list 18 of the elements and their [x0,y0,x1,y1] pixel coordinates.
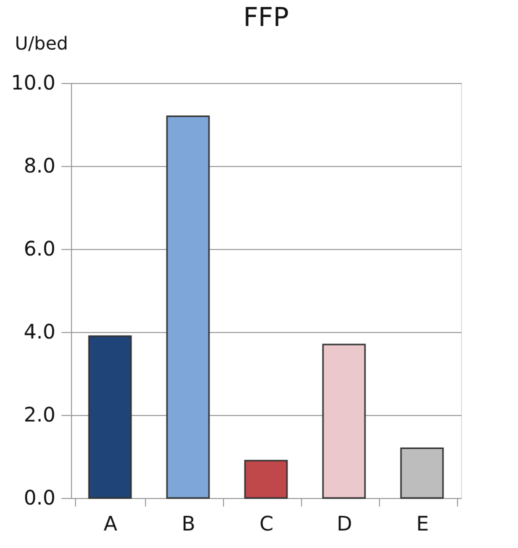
x-tick-label: B [182,512,196,536]
chart-title: FFP [243,3,289,33]
bar [88,335,132,499]
y-tick-label: 6.0 [24,236,56,260]
y-axis-title: U/bed [14,34,68,54]
x-tick-label: D [336,512,352,536]
y-tick-label: 0.0 [24,486,56,510]
y-tick-label: 8.0 [24,154,56,178]
y-tick-label: 4.0 [24,320,56,344]
y-tick-label: 2.0 [24,402,56,426]
x-tick-label: C [260,512,274,536]
bar [244,460,288,499]
y-tick-label: 10.0 [10,70,56,94]
x-tick-label: E [416,512,429,536]
bar [400,447,444,499]
x-tick-label: A [104,512,118,536]
bar [322,344,366,499]
bar [166,115,210,499]
